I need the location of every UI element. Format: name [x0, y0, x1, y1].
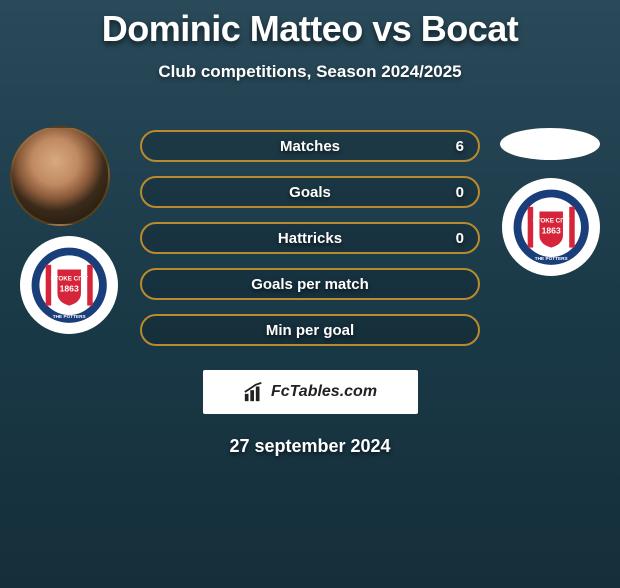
stat-row: Min per goal — [140, 314, 480, 346]
subtitle: Club competitions, Season 2024/2025 — [0, 62, 620, 82]
svg-text:THE POTTERS: THE POTTERS — [53, 314, 86, 319]
stat-row: Goals 0 — [140, 176, 480, 208]
stat-label: Matches — [280, 138, 340, 155]
stoke-badge-icon: STOKE CITY 1863 THE POTTERS — [30, 246, 108, 324]
stat-row: Goals per match — [140, 268, 480, 300]
stat-row: Hattricks 0 — [140, 222, 480, 254]
stoke-badge-icon: STOKE CITY 1863 THE POTTERS — [512, 188, 590, 266]
stat-label: Goals per match — [251, 276, 369, 293]
chart-icon — [243, 381, 265, 403]
svg-text:STOKE CITY: STOKE CITY — [532, 217, 570, 224]
player-avatar-right — [500, 128, 600, 160]
brand-text: FcTables.com — [271, 383, 377, 401]
date-label: 27 september 2024 — [0, 436, 620, 457]
stat-value: 0 — [456, 184, 464, 201]
player-avatar-left — [10, 126, 110, 226]
stat-row: Matches 6 — [140, 130, 480, 162]
svg-text:1863: 1863 — [541, 225, 560, 235]
club-badge-left: STOKE CITY 1863 THE POTTERS — [20, 236, 118, 334]
stat-label: Min per goal — [266, 322, 354, 339]
club-badge-right: STOKE CITY 1863 THE POTTERS — [502, 178, 600, 276]
svg-text:1863: 1863 — [59, 283, 78, 293]
stats-list: Matches 6 Goals 0 Hattricks 0 Goals per … — [140, 130, 480, 346]
page-title: Dominic Matteo vs Bocat — [0, 8, 620, 50]
brand-box[interactable]: FcTables.com — [203, 370, 418, 414]
svg-text:THE POTTERS: THE POTTERS — [535, 256, 568, 261]
stat-value: 0 — [456, 230, 464, 247]
stat-label: Goals — [289, 184, 331, 201]
stat-label: Hattricks — [278, 230, 342, 247]
stat-value: 6 — [456, 138, 464, 155]
svg-text:STOKE CITY: STOKE CITY — [50, 275, 88, 282]
